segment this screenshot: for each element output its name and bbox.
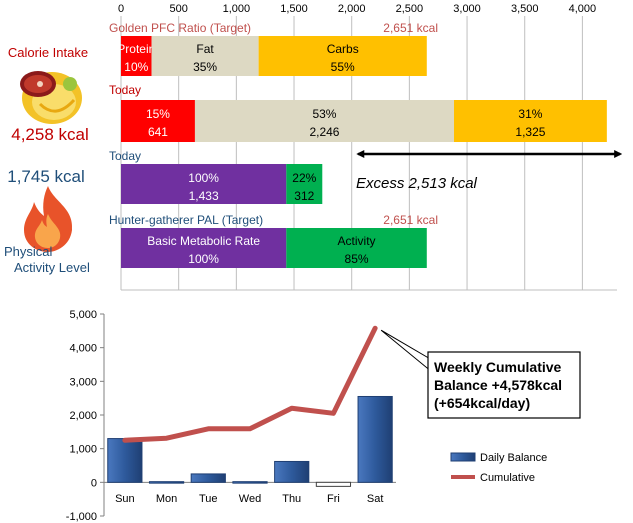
top-segment-value: 1,325: [515, 125, 545, 139]
top-bar-segment: [194, 100, 455, 142]
bottom-x-category-label: Sun: [115, 493, 135, 505]
top-segment-name: Activity: [338, 234, 376, 248]
top-row-total-label: 2,651 kcal: [383, 21, 438, 35]
top-row-label: Today: [109, 149, 141, 163]
top-x-tick-label: 2,500: [396, 3, 424, 15]
legend-daily-balance-swatch: [450, 452, 476, 462]
top-segment-name: Basic Metabolic Rate: [147, 234, 260, 248]
top-x-tick-label: 1,000: [223, 3, 251, 15]
top-bar-segment: [151, 36, 259, 76]
top-segment-value: 312: [294, 189, 314, 203]
food-plate-icon: [20, 71, 82, 124]
top-segment-pct: 35%: [193, 60, 217, 74]
activity-label-line2: Activity Level: [14, 260, 90, 275]
bottom-y-tick-label: 1,000: [69, 444, 97, 456]
top-bar-segment: [454, 100, 607, 142]
left-panel: Calorie Intake 4,258 kcal 1,745 kcal Phy…: [4, 45, 90, 275]
calorie-intake-value: 4,258 kcal: [11, 125, 89, 144]
daily-balance-bar: [190, 473, 226, 483]
top-segment-value: 2,246: [309, 125, 339, 139]
top-segment-value: 641: [148, 125, 168, 139]
bottom-x-category-label: Tue: [199, 493, 218, 505]
top-row-label: Golden PFC Ratio (Target): [109, 21, 251, 35]
daily-balance-bar: [232, 481, 268, 484]
top-bar-segment: [121, 36, 152, 76]
daily-balance-bar: [357, 395, 393, 483]
top-x-tick-label: 3,000: [453, 3, 481, 15]
top-row-total-label: 2,651 kcal: [383, 213, 438, 227]
top-segment-pct: 22%: [292, 171, 316, 185]
top-x-tick-label: 3,500: [511, 3, 539, 15]
top-segment-pct: 55%: [331, 60, 355, 74]
top-x-tick-label: 500: [169, 3, 187, 15]
top-bar-segment: [286, 228, 427, 268]
top-bar-segment: [121, 100, 195, 142]
top-x-tick-label: 2,000: [338, 3, 366, 15]
bottom-y-tick-label: -1,000: [66, 511, 97, 523]
top-bar-segment: [121, 228, 287, 268]
top-segment-pct: 15%: [146, 107, 170, 121]
bottom-y-tick-label: 5,000: [69, 309, 97, 321]
top-row-label: Today: [109, 83, 141, 97]
top-segment-pct: 85%: [345, 252, 369, 266]
daily-balance-bar: [315, 481, 352, 487]
top-x-tick-label: 4,000: [569, 3, 597, 15]
top-bar-segment: [121, 164, 287, 204]
bottom-y-tick-label: 4,000: [69, 343, 97, 355]
top-segment-pct: 10%: [124, 60, 148, 74]
bottom-x-category-label: Fri: [327, 493, 340, 505]
callout-line1: Weekly Cumulative: [434, 359, 562, 375]
bottom-x-category-label: Thu: [282, 493, 301, 505]
bottom-x-category-label: Sat: [367, 493, 384, 505]
daily-balance-bar: [148, 481, 185, 484]
bottom-y-tick-label: 2,000: [69, 410, 97, 422]
callout-line2: Balance +4,578kcal: [434, 377, 562, 393]
top-segment-value: 1,433: [189, 189, 219, 203]
daily-balance-bar: [274, 460, 310, 483]
daily-balance-bar: [107, 438, 143, 483]
top-segment-name: Fat: [196, 42, 214, 56]
bottom-y-tick-label: 3,000: [69, 376, 97, 388]
callout-line3: (+654kcal/day): [434, 395, 530, 411]
top-segment-pct: 100%: [188, 171, 219, 185]
top-x-tick-label: 0: [118, 3, 124, 15]
top-segment-name: Carbs: [327, 42, 359, 56]
calorie-intake-label: Calorie Intake: [8, 45, 88, 60]
weekly-balance-chart: 5,000 4,000 3,000 2,000 1,000 0 -1,000 Sun Mon Tu…: [66, 309, 581, 523]
top-x-tick-label: 1,500: [280, 3, 308, 15]
bottom-x-category-label: Mon: [156, 493, 177, 505]
top-row-label: Hunter-gatherer PAL (Target): [109, 213, 263, 227]
legend-cumulative-label: Cumulative: [480, 472, 535, 484]
bottom-y-tick-label: 0: [91, 477, 97, 489]
top-bar-segment: [286, 164, 323, 204]
excess-label: Excess 2,513 kcal: [356, 175, 478, 192]
top-segment-pct: 53%: [312, 107, 336, 121]
top-bar-segment: [258, 36, 427, 76]
flame-icon: [24, 186, 73, 252]
top-segment-pct: 100%: [188, 252, 219, 266]
top-stacked-bar-chart: 0 500 1,000 1,500 2,000 2,500 3,000 3,500 4,000 G…: [109, 3, 623, 291]
callout-pointer: [380, 329, 433, 374]
cumulative-line: [122, 325, 378, 443]
top-segment-name: Protein: [117, 42, 155, 56]
expenditure-value: 1,745 kcal: [7, 167, 85, 186]
activity-label-line1: Physical: [4, 244, 53, 259]
legend-daily-balance-label: Daily Balance: [480, 452, 547, 464]
bottom-x-category-label: Wed: [239, 493, 261, 505]
top-segment-pct: 31%: [518, 107, 542, 121]
callout-box: [427, 351, 581, 419]
